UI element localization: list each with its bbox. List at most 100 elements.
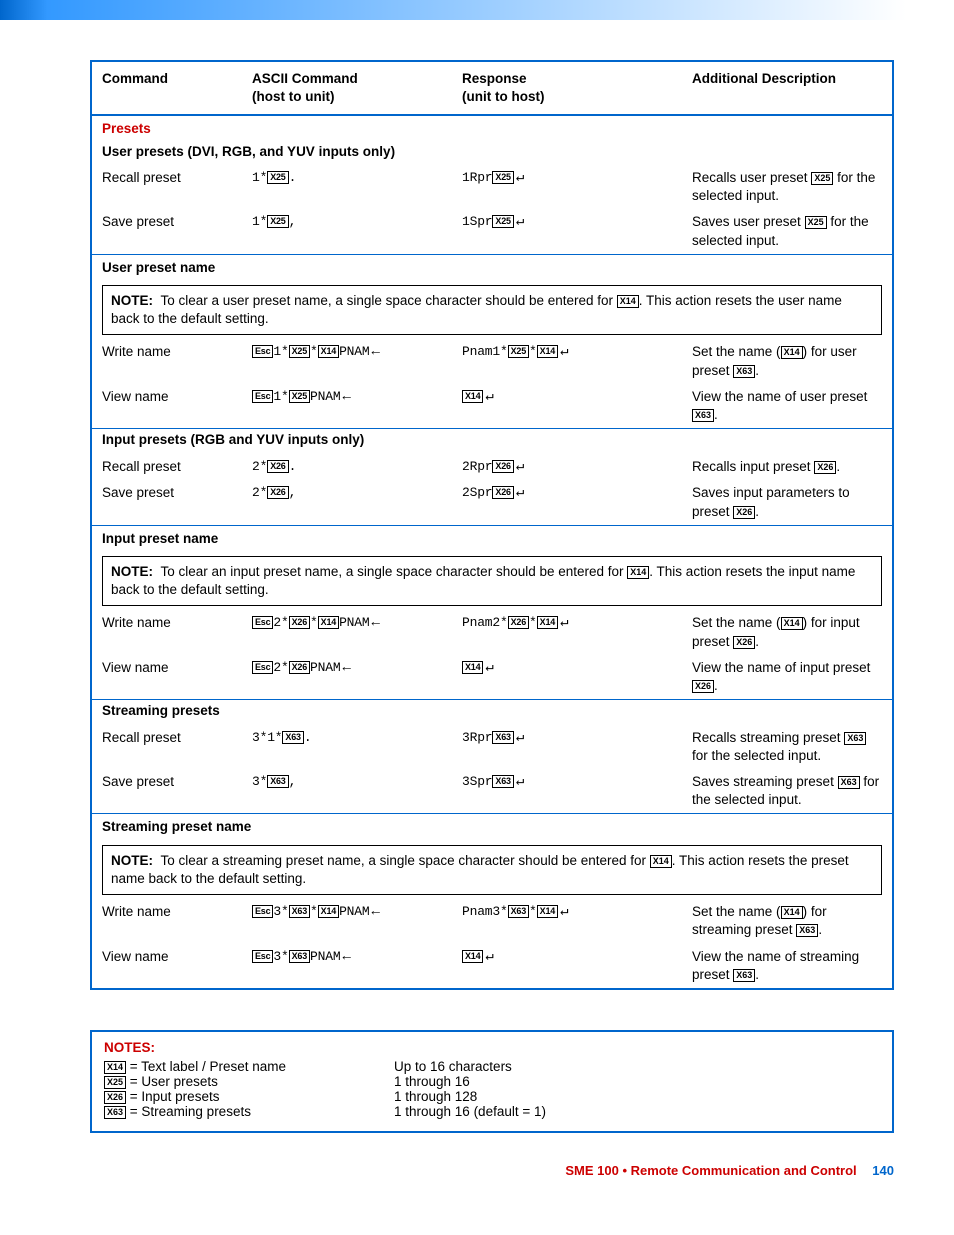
header-ascii: ASCII Command (host to unit) (242, 62, 452, 114)
cmd-name: Save preset (92, 484, 242, 520)
var-box: X63 (844, 732, 866, 745)
cmd-ascii: Esc3*X63PNAM (242, 948, 452, 984)
command-row: View nameEsc3*X63PNAM X14 View the name of… (92, 944, 892, 988)
cmd-name: View name (92, 948, 242, 984)
note-label: NOTE: (111, 853, 153, 868)
cmd-response: X14 (452, 388, 682, 424)
legend-row: X26 = Input presets1 through 128 (104, 1089, 880, 1104)
var-box: X25 (811, 172, 833, 185)
enter-icon (340, 949, 350, 964)
cmd-ascii: Esc1*X25*X14PNAM (242, 343, 452, 379)
table-header-row: Command ASCII Command (host to unit) Res… (92, 62, 892, 116)
return-icon (558, 615, 568, 630)
command-row: Write nameEsc2*X26*X14PNAMPnam2*X26*X14S… (92, 610, 892, 654)
var-box: X26 (508, 616, 529, 629)
cmd-response: 3SprX63 (452, 773, 682, 809)
var-box: X63 (508, 905, 529, 918)
cmd-response: 1RprX25 (452, 169, 682, 205)
return-icon (514, 730, 524, 745)
cmd-name: Recall preset (92, 729, 242, 765)
cmd-ascii: 2*X26, (242, 484, 452, 520)
cmd-desc: Saves input parameters to preset X26. (682, 484, 892, 520)
cmd-desc: View the name of input preset X26. (682, 659, 892, 695)
command-row: Save preset1*X25,1SprX25Saves user prese… (92, 209, 892, 253)
var-box: X14 (537, 616, 558, 629)
command-row: View nameEsc2*X26PNAMX14View the name of… (92, 655, 892, 699)
legend-row: X14 = Text label / Preset nameUp to 16 c… (104, 1059, 880, 1074)
return-icon (558, 344, 568, 359)
note-label: NOTE: (111, 564, 153, 579)
command-row: Recall preset3*1*X63.3RprX63Recalls stre… (92, 725, 892, 769)
var-box: X14 (781, 346, 803, 359)
var-box: X14 (462, 661, 483, 674)
var-box: X26 (267, 460, 288, 473)
var-box: X14 (781, 906, 803, 919)
group-subsection: Streaming presets (92, 699, 892, 724)
cmd-ascii: 2*X26. (242, 458, 452, 477)
notes-title: NOTES: (104, 1040, 880, 1055)
var-box: X26 (733, 636, 755, 649)
page-content: Command ASCII Command (host to unit) Res… (0, 60, 954, 1208)
cmd-desc: View the name of streaming preset X63. (682, 948, 892, 984)
cmd-name: Write name (92, 343, 242, 379)
var-box: X14 (318, 905, 339, 918)
return-icon (514, 485, 524, 500)
cmd-name: Recall preset (92, 458, 242, 477)
cmd-response: 2SprX26 (452, 484, 682, 520)
enter-icon (340, 389, 350, 404)
var-box: X14 (318, 616, 339, 629)
var-box: X63 (733, 969, 755, 982)
enter-icon (369, 904, 379, 919)
name-subhead: Streaming preset name (92, 813, 892, 840)
cmd-ascii: 3*X63, (242, 773, 452, 809)
var-box: X26 (104, 1091, 126, 1104)
header-command: Command (92, 62, 242, 114)
var-box: X25 (289, 345, 310, 358)
enter-icon (369, 615, 379, 630)
legend-container: X14 = Text label / Preset nameUp to 16 c… (104, 1059, 880, 1119)
notes-block: NOTES: X14 = Text label / Preset nameUp … (90, 1030, 894, 1133)
command-row: Recall preset1*X25.1RprX25Recalls user p… (92, 165, 892, 209)
command-row: Write nameEsc1*X25*X14PNAMPnam1*X25*X14S… (92, 339, 892, 383)
esc-box: Esc (252, 905, 273, 918)
cmd-response: Pnam3*X63*X14 (452, 903, 682, 939)
header-resp-l1: Response (462, 71, 527, 86)
note-box: NOTE: To clear an input preset name, a s… (102, 556, 882, 606)
var-box: X14 (537, 905, 558, 918)
var-box: X14 (104, 1061, 126, 1074)
cmd-desc: View the name of user preset X63. (682, 388, 892, 424)
legend-def: X25 = User presets (104, 1074, 394, 1089)
enter-icon (340, 660, 350, 675)
var-box: X26 (492, 486, 513, 499)
return-icon (558, 904, 568, 919)
return-icon (514, 170, 524, 185)
var-box: X25 (805, 216, 827, 229)
var-box: X14 (781, 617, 803, 630)
var-box: X14 (462, 390, 483, 403)
section-presets: Presets (92, 116, 892, 140)
cmd-desc: Recalls streaming preset X63 for the sel… (682, 729, 892, 765)
var-box: X63 (267, 775, 288, 788)
header-ascii-l1: ASCII Command (252, 71, 358, 86)
legend-range: 1 through 128 (394, 1089, 477, 1104)
var-box: X63 (692, 409, 714, 422)
cmd-name: Save preset (92, 773, 242, 809)
var-box: X14 (537, 345, 558, 358)
var-box: X14 (462, 950, 483, 963)
esc-box: Esc (252, 390, 273, 403)
return-icon (514, 774, 524, 789)
legend-def: X26 = Input presets (104, 1089, 394, 1104)
header-desc: Additional Description (682, 62, 892, 114)
cmd-desc: Recalls input preset X26. (682, 458, 892, 477)
esc-box: Esc (252, 345, 273, 358)
command-table: Command ASCII Command (host to unit) Res… (90, 60, 894, 990)
footer-product: SME 100 • Remote Communication and Contr… (565, 1163, 856, 1178)
legend-def: X14 = Text label / Preset name (104, 1059, 394, 1074)
esc-box: Esc (252, 950, 273, 963)
legend-def: X63 = Streaming presets (104, 1104, 394, 1119)
note-box: NOTE: To clear a user preset name, a sin… (102, 285, 882, 335)
cmd-desc: Recalls user preset X25 for the selected… (682, 169, 892, 205)
cmd-ascii: 1*X25, (242, 213, 452, 249)
var-box: X14 (318, 345, 339, 358)
name-subhead: Input preset name (92, 525, 892, 552)
